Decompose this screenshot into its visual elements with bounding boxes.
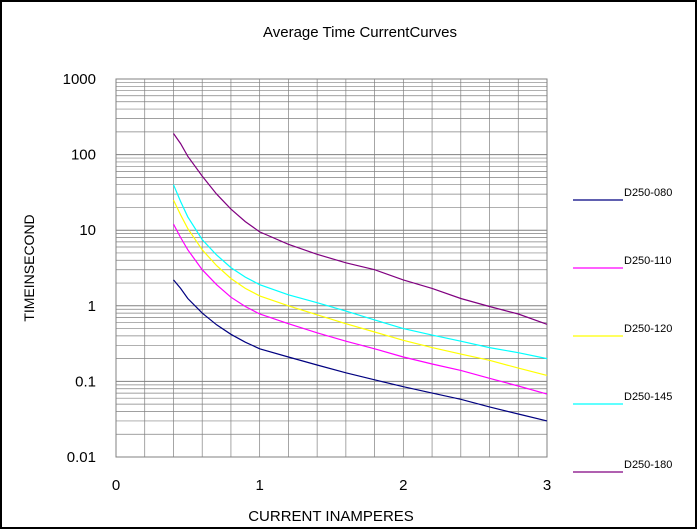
x-tick-labels: 0 1 2 3 [112,477,551,494]
series-line-D250-180 [173,133,548,325]
x-tick-label: 3 [543,477,551,494]
y-tick-label: 1000 [63,71,96,88]
x-axis-label: CURRENT INAMPERES [248,508,414,525]
grid [116,79,548,458]
legend-label: D250-120 [624,323,672,335]
plot-area [115,78,548,458]
chart-title: Average Time CurrentCurves [263,24,457,41]
legend-label: D250-110 [624,255,672,267]
y-tick-label: 0.1 [75,373,96,390]
y-tick-labels: 0.01 0.1 1 10 100 1000 [63,71,96,466]
y-tick-label: 1 [88,298,96,315]
series-line-D250-110 [172,223,548,395]
legend-label: D250-080 [624,187,672,199]
series-line-D250-120 [172,199,548,376]
series-line-D250-145 [172,184,548,360]
y-tick-label: 10 [79,222,96,239]
y-tick-label: 0.01 [67,449,96,466]
y-tick-label: 100 [71,147,96,164]
y-axis-label: TIMEINSECOND [21,214,37,321]
series-lines [172,133,548,422]
x-tick-label: 2 [399,477,407,494]
legend-label: D250-145 [624,391,672,403]
legend-label: D250-180 [624,459,672,471]
series-line-D250-080 [173,279,548,422]
legend: D250-080 D250-110 D250-120 D250-145 D250-180 [573,187,672,473]
x-tick-label: 1 [255,477,263,494]
x-tick-label: 0 [112,477,120,494]
